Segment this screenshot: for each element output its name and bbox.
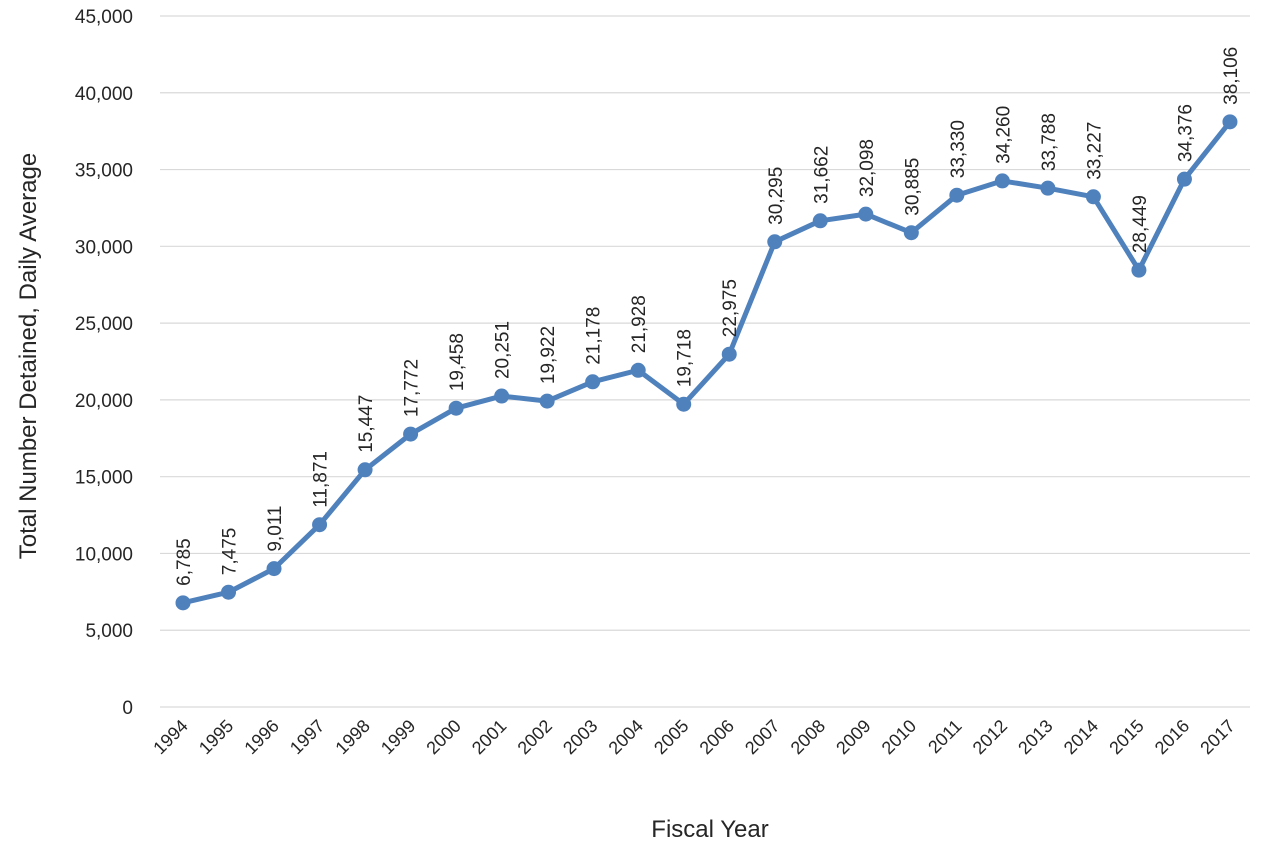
x-tick-label: 2008	[787, 716, 829, 758]
data-point	[1131, 262, 1147, 278]
data-label: 9,011	[265, 505, 286, 551]
x-tick-label: 2004	[605, 716, 647, 758]
data-point	[676, 396, 692, 412]
y-tick-label: 5,000	[85, 621, 133, 642]
data-label: 33,330	[948, 120, 969, 178]
y-tick-label: 0	[122, 698, 133, 719]
y-tick-label: 20,000	[75, 391, 133, 412]
x-tick-label: 2001	[468, 716, 510, 758]
data-label: 38,106	[1221, 47, 1242, 105]
data-label: 34,376	[1175, 104, 1196, 162]
data-label: 31,662	[811, 146, 832, 204]
data-label: 19,718	[675, 329, 696, 387]
data-point	[266, 561, 282, 577]
y-tick-label: 35,000	[75, 161, 133, 182]
x-tick-label: 2014	[1060, 716, 1102, 758]
x-tick-label: 2011	[924, 716, 966, 758]
data-point	[539, 393, 555, 409]
data-label: 32,098	[857, 139, 878, 197]
data-point	[767, 234, 783, 250]
data-label: 34,260	[993, 106, 1014, 164]
data-label: 7,475	[220, 528, 241, 576]
x-tick-label: 2000	[422, 716, 464, 758]
data-label: 17,772	[402, 359, 423, 417]
data-point	[221, 584, 237, 600]
data-labels: 6,785 7,475 9,011 11,871 15,447 17,772 19,458 2…	[174, 47, 1242, 586]
x-tick-label: 2012	[969, 716, 1011, 758]
x-tick-label: 2010	[878, 716, 920, 758]
x-tick-label: 2016	[1151, 716, 1193, 758]
x-tick-label: 2005	[650, 716, 692, 758]
data-label: 20,251	[493, 321, 514, 379]
data-label: 19,458	[447, 333, 468, 391]
data-point	[585, 374, 601, 390]
data-label: 30,295	[766, 167, 787, 225]
data-point	[994, 173, 1010, 189]
series-line	[180, 119, 1233, 606]
data-label: 30,885	[902, 158, 923, 216]
data-point	[858, 206, 874, 222]
data-point	[903, 225, 919, 241]
y-axis-title: Total Number Detained, Daily Average	[15, 153, 42, 559]
data-label: 15,447	[356, 395, 377, 453]
data-label: 6,785	[174, 538, 195, 586]
data-point	[630, 362, 646, 378]
x-tick-label: 1997	[286, 716, 328, 758]
x-tick-label: 1999	[377, 716, 419, 758]
x-tick-label: 2015	[1105, 716, 1147, 758]
data-point	[812, 213, 828, 229]
x-tick-label: 2017	[1196, 716, 1238, 758]
gridlines	[160, 15, 1250, 708]
x-tick-label: 1995	[195, 716, 237, 758]
x-tick-label: 1996	[240, 716, 282, 758]
data-point	[721, 346, 737, 362]
data-label: 21,928	[629, 295, 650, 353]
series-detained	[175, 114, 1238, 611]
y-tick-label: 10,000	[75, 544, 133, 565]
x-tick-label: 2009	[832, 716, 874, 758]
data-point	[312, 517, 328, 533]
y-tick-label: 45,000	[75, 7, 133, 28]
data-point	[1085, 189, 1101, 205]
x-tick-label: 1994	[149, 716, 191, 758]
y-tick-label: 40,000	[75, 84, 133, 105]
data-point	[494, 388, 510, 404]
data-point	[1222, 114, 1238, 130]
data-point	[403, 426, 419, 442]
data-point	[357, 462, 373, 478]
data-label: 33,788	[1039, 113, 1060, 171]
x-tick-label: 2002	[514, 716, 556, 758]
y-tick-label: 15,000	[75, 468, 133, 489]
data-point	[1176, 171, 1192, 187]
data-label: 22,975	[720, 279, 741, 337]
data-label: 19,922	[538, 326, 559, 384]
x-tick-label: 2006	[696, 716, 738, 758]
y-tick-label: 25,000	[75, 314, 133, 335]
data-label: 11,871	[311, 451, 332, 508]
x-tick-label: 2007	[741, 716, 783, 758]
data-label: 28,449	[1130, 195, 1151, 253]
x-tick-label: 2013	[1014, 716, 1056, 758]
data-point	[448, 400, 464, 416]
x-tick-label: 2003	[559, 716, 601, 758]
data-point	[1040, 180, 1056, 196]
x-axis-tick-labels: 1994 1995 1996 1997 1998 1999 2000 2001 2002 2003…	[149, 716, 1238, 758]
data-label: 21,178	[584, 307, 605, 365]
y-axis-tick-labels: 0 5,000 10,000 15,000 20,000 25,000 30,000 35,0…	[75, 7, 133, 719]
data-label: 33,227	[1084, 122, 1105, 180]
data-point	[949, 187, 965, 203]
x-axis-title: Fiscal Year	[651, 816, 768, 843]
data-point	[175, 595, 191, 611]
y-tick-label: 30,000	[75, 237, 133, 258]
x-tick-label: 1998	[331, 716, 373, 758]
